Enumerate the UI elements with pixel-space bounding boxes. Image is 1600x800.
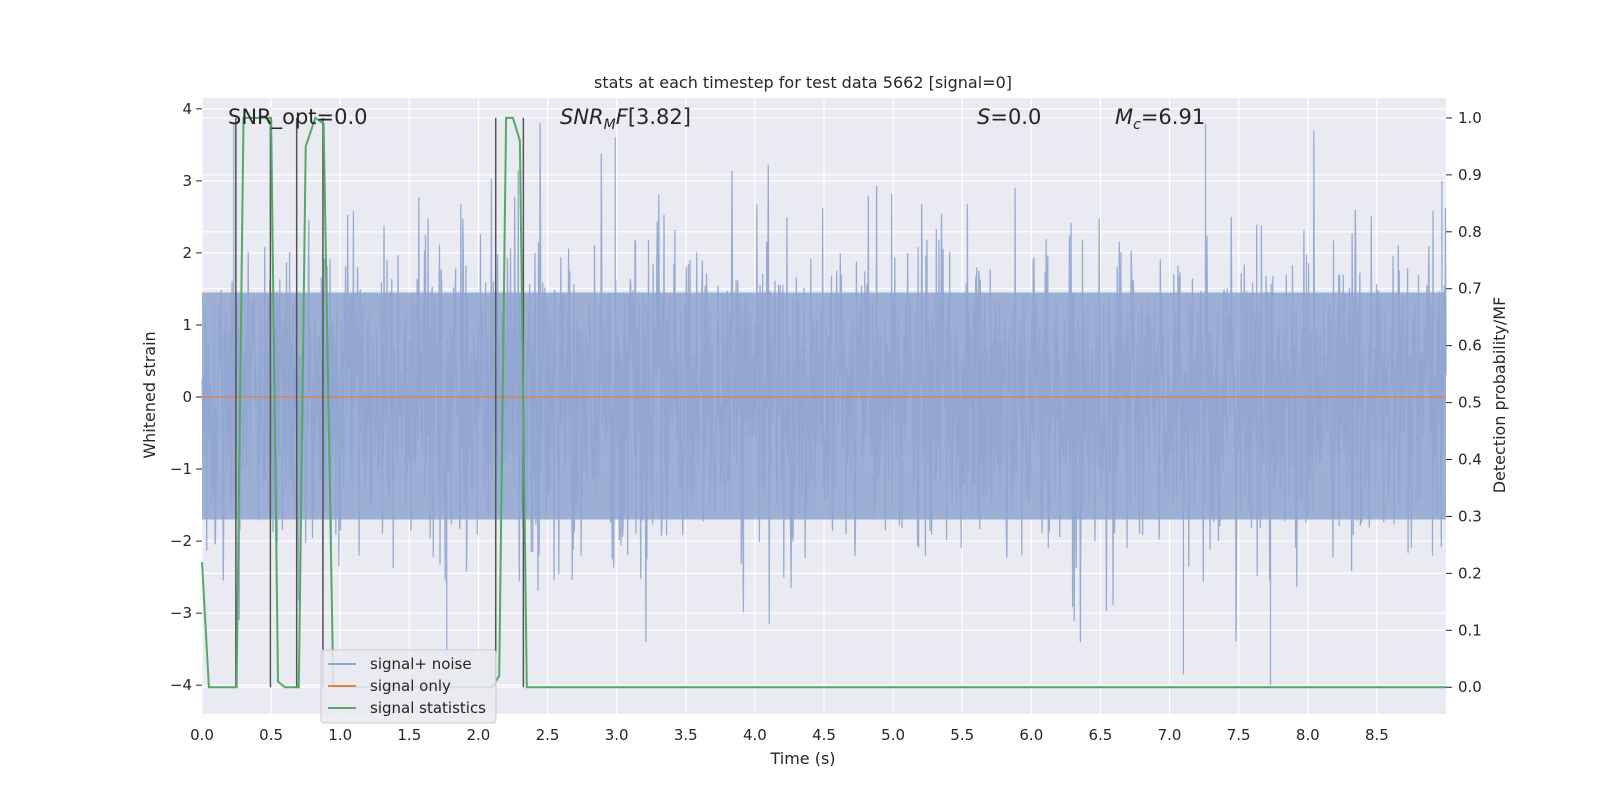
x-tick-label: 5.5: [950, 726, 974, 744]
annotation-snr-mf-letter: F: [616, 105, 629, 129]
y-tick-label: 0: [182, 388, 192, 406]
x-axis-label: Time (s): [769, 749, 835, 768]
y2-tick-label: 0.2: [1458, 564, 1482, 582]
chart-title: stats at each timestep for test data 566…: [594, 73, 1012, 92]
annotation-s-symbol: S: [977, 105, 990, 129]
legend-label-signal-only: signal only: [370, 677, 451, 695]
y2-tick-label: 0.4: [1458, 451, 1482, 469]
y2-axis-ticks: 1.0 0.9 0.8 0.7 0.6 0.5 0.4 0.3 0.2 0.1 0.0: [1446, 109, 1482, 696]
y2-tick-label: 0.3: [1458, 507, 1482, 525]
x-tick-label: 4.5: [812, 726, 836, 744]
annotation-mc-subscript: c: [1133, 117, 1141, 133]
annotation-snr-mf-subscript: M: [604, 117, 616, 133]
x-tick-label: 4.0: [743, 726, 767, 744]
y2-tick-label: 0.1: [1458, 621, 1482, 639]
x-tick-label: 1.0: [328, 726, 352, 744]
series-signal-noise: [201, 123, 1447, 686]
annotation-mc: Mc=6.91: [1115, 105, 1205, 133]
y2-tick-label: 0.7: [1458, 280, 1482, 298]
x-tick-label: 5.0: [881, 726, 905, 744]
x-tick-label: 7.0: [1158, 726, 1182, 744]
y-tick-label: 1: [182, 316, 192, 334]
annotation-snr-mf: SNRMF[3.82]: [560, 105, 691, 133]
annotation-snr-opt: SNR_opt=0.0: [228, 105, 368, 130]
x-tick-label: 2.0: [467, 726, 491, 744]
x-tick-label: 2.5: [536, 726, 560, 744]
y-tick-label: −4: [170, 676, 192, 694]
annotation-s-value: =0.0: [990, 105, 1041, 129]
annotation-snr-mf-symbol: SNR: [560, 105, 604, 129]
y-tick-label: 2: [182, 244, 192, 262]
x-tick-label: 3.5: [674, 726, 698, 744]
legend: signal+ noise signal only signal statist…: [320, 649, 497, 724]
x-tick-label: 6.5: [1089, 726, 1113, 744]
x-tick-label: 3.0: [605, 726, 629, 744]
legend-box: [320, 649, 497, 724]
y-tick-label: 4: [182, 100, 192, 118]
y2-tick-label: 1.0: [1458, 109, 1482, 127]
series-signal-statistics: [201, 116, 1446, 689]
y-tick-label: 3: [182, 172, 192, 190]
y-tick-label: −2: [170, 532, 192, 550]
x-tick-label: 0.0: [190, 726, 214, 744]
y2-axis-label: Detection probability/MF: [1490, 297, 1509, 494]
x-tick-label: 6.0: [1019, 726, 1043, 744]
legend-label-signal-noise: signal+ noise: [370, 655, 472, 673]
x-axis-ticks: 0.0 0.5 1.0 1.5 2.0 2.5 3.0 3.5 4.0 4.5 5.0 5.5 6.0 6…: [190, 726, 1389, 744]
y2-tick-label: 0.9: [1458, 166, 1482, 184]
y-axis-ticks: 4 3 2 1 0 −1 −2 −3 −4: [170, 100, 202, 694]
x-tick-label: 8.5: [1365, 726, 1389, 744]
x-tick-label: 7.5: [1227, 726, 1251, 744]
y-tick-label: −3: [170, 604, 192, 622]
y2-tick-label: 0.5: [1458, 394, 1482, 412]
x-tick-label: 8.0: [1296, 726, 1320, 744]
annotation-mc-value: =6.91: [1141, 105, 1205, 129]
y2-tick-label: 0.6: [1458, 337, 1482, 355]
y2-tick-label: 0.8: [1458, 223, 1482, 241]
signal-statistics-line: [201, 116, 1446, 689]
annotation-mc-symbol: M: [1115, 105, 1133, 129]
annotation-s: S=0.0: [977, 105, 1041, 129]
y-tick-label: −1: [170, 460, 192, 478]
y2-tick-label: 0.0: [1458, 678, 1482, 696]
x-tick-label: 1.5: [397, 726, 421, 744]
x-tick-label: 0.5: [259, 726, 283, 744]
annotation-snr-mf-value: [3.82]: [628, 105, 691, 129]
signal-noise-dense-band: [202, 292, 1446, 520]
legend-label-signal-statistics: signal statistics: [370, 699, 486, 717]
y-axis-label: Whitened strain: [140, 331, 159, 458]
